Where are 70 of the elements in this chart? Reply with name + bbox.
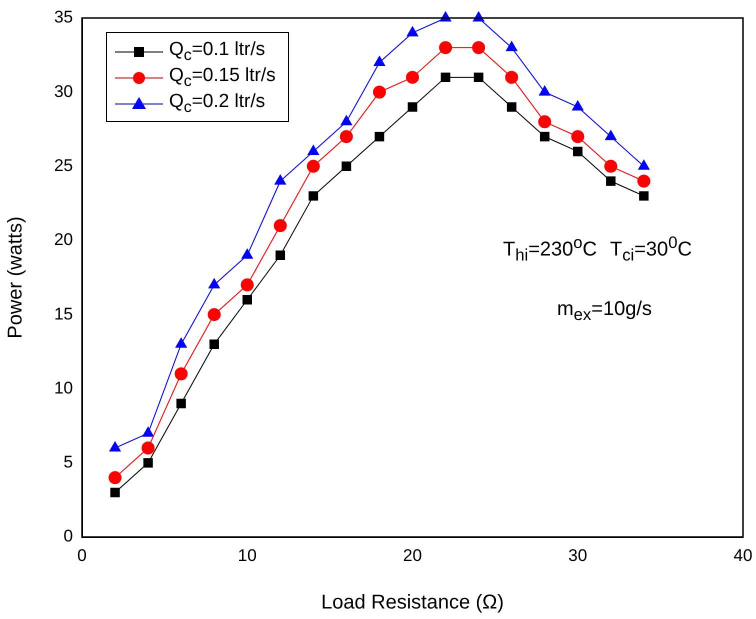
point (506, 41, 518, 52)
point (274, 174, 286, 185)
point (340, 130, 353, 144)
annotation: T$_{hi}$=230$^{o}$C (503, 233, 597, 266)
point (604, 160, 618, 173)
point (208, 278, 220, 288)
point (406, 70, 419, 84)
point (340, 115, 352, 126)
point (573, 146, 582, 156)
point (639, 191, 649, 201)
legend-label: Q$_{c}$=0.2 ltr/s (169, 91, 266, 117)
x-tick-label: 0 (77, 546, 87, 565)
point (308, 191, 318, 201)
point (176, 398, 186, 408)
point (108, 471, 122, 484)
point (406, 26, 418, 36)
y-tick-label: 30 (54, 82, 73, 101)
point (175, 338, 187, 348)
point (276, 250, 286, 260)
annotation: T$_{ci}$=30$^{0}$C (610, 233, 692, 266)
point (605, 130, 616, 140)
point (408, 102, 418, 112)
x-tick-label: 40 (734, 546, 752, 565)
point (372, 86, 386, 99)
point (142, 426, 154, 437)
x-axis-title: Load Resistance (Ω) (321, 592, 504, 614)
point (440, 72, 450, 82)
point (539, 86, 550, 96)
point (538, 115, 552, 128)
y-tick-label: 20 (54, 230, 73, 250)
x-tick-label: 10 (238, 546, 257, 565)
point (142, 442, 155, 455)
point (308, 144, 320, 155)
point (540, 132, 550, 142)
point (637, 174, 650, 188)
point (242, 295, 252, 304)
point (342, 162, 352, 172)
y-axis-title: Power (watts) (4, 216, 27, 339)
point (505, 70, 518, 84)
point (638, 160, 650, 170)
y-tick-label: 15 (54, 304, 73, 324)
y-tick-label: 35 (54, 8, 73, 27)
y-tick-label: 5 (64, 452, 73, 472)
point (306, 160, 320, 173)
point (109, 442, 121, 452)
x-tick-label: 20 (403, 546, 422, 565)
legend-label: Q$_{c}$=0.15 ltr/s (169, 65, 276, 91)
point (209, 339, 219, 349)
point (110, 488, 120, 498)
y-tick-label: 0 (64, 526, 73, 546)
y-tick-label: 25 (54, 156, 73, 175)
point (208, 308, 221, 322)
annotation: m$_{ex}$=10g/s (557, 298, 652, 325)
y-tick-label: 10 (54, 378, 73, 398)
point (374, 132, 384, 142)
point (572, 100, 584, 110)
point (472, 41, 486, 54)
point (274, 219, 287, 232)
point (571, 130, 584, 144)
legend-label: Q$_{c}$=0.1 ltr/s (169, 39, 266, 65)
point (606, 176, 616, 186)
point (374, 56, 386, 66)
point (242, 248, 253, 259)
point (439, 41, 452, 54)
point (474, 72, 484, 82)
point (143, 458, 153, 468)
x-tick-label: 30 (568, 546, 588, 565)
point (174, 367, 188, 380)
point (506, 102, 516, 112)
point (240, 278, 254, 292)
